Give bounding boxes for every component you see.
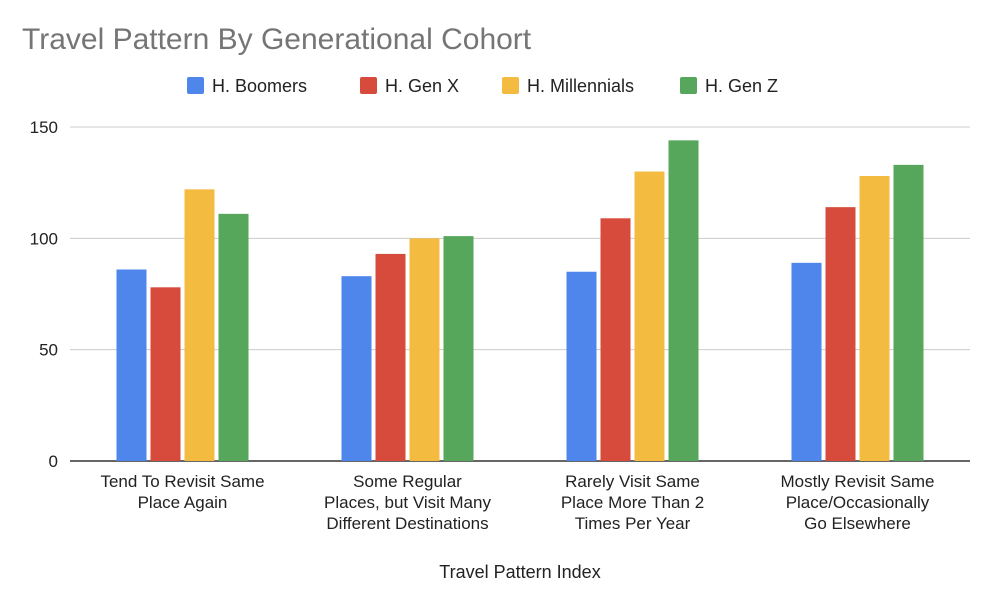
- bar-2-2: [375, 253, 406, 461]
- x-category-label: Mostly Revisit Same Place/Occasionally Go …: [781, 472, 935, 533]
- legend-swatch: [680, 77, 697, 94]
- bars: [116, 140, 924, 462]
- bar-3-2: [409, 238, 440, 461]
- bar-2-1: [150, 287, 181, 461]
- legend-swatch: [502, 77, 519, 94]
- legend-label: H. Gen Z: [705, 76, 778, 96]
- bar-4-4: [893, 164, 924, 461]
- bar-2-3: [600, 218, 631, 461]
- x-category-label-line: Tend To Revisit Same: [100, 472, 264, 491]
- x-category-label-line: Different Destinations: [326, 514, 488, 533]
- bar-2-4: [825, 207, 856, 461]
- x-category-label: Some Regular Places, but Visit Many Differ…: [324, 472, 491, 533]
- x-category-label-line: Place More Than 2: [561, 493, 704, 512]
- legend: H. Boomers H. Gen X H. Millennials H. Gen Z: [187, 76, 778, 96]
- x-category-label-line: Place/Occasionally: [786, 493, 930, 512]
- bar-3-4: [859, 175, 890, 461]
- bar-3-3: [634, 171, 665, 462]
- bar-3-1: [184, 189, 215, 461]
- x-category-label-line: Rarely Visit Same: [565, 472, 700, 491]
- bar-4-1: [218, 213, 249, 461]
- bar-1-3: [566, 271, 597, 461]
- x-category-label: Rarely Visit Same Place More Than 2 Times …: [561, 472, 704, 533]
- x-category-label-line: Mostly Revisit Same: [781, 472, 935, 491]
- bar-4-3: [668, 140, 699, 462]
- legend-label: H. Millennials: [527, 76, 634, 96]
- x-category-label-line: Place Again: [138, 493, 228, 512]
- x-axis-title: Travel Pattern Index: [439, 562, 600, 582]
- y-tick-label: 100: [30, 229, 58, 248]
- x-category-label-line: Go Elsewhere: [804, 514, 911, 533]
- x-category-label-line: Times Per Year: [575, 514, 691, 533]
- bar-1-1: [116, 269, 147, 461]
- bar-1-2: [341, 276, 372, 461]
- x-category-label-line: Places, but Visit Many: [324, 493, 491, 512]
- legend-label: H. Gen X: [385, 76, 459, 96]
- legend-swatch: [187, 77, 204, 94]
- chart-title: Travel Pattern By Generational Cohort: [22, 23, 532, 56]
- y-tick-label: 0: [49, 452, 58, 471]
- y-tick-label: 150: [30, 118, 58, 137]
- x-category-label: Tend To Revisit Same Place Again: [100, 472, 264, 512]
- bar-1-4: [791, 262, 822, 461]
- x-axis-labels: Tend To Revisit Same Place Again Some Regu…: [100, 472, 934, 533]
- x-category-label-line: Some Regular: [353, 472, 462, 491]
- legend-swatch: [360, 77, 377, 94]
- legend-label: H. Boomers: [212, 76, 307, 96]
- bar-4-2: [443, 236, 474, 461]
- y-tick-label: 50: [39, 341, 58, 360]
- y-axis-ticks: 0 50 100 150: [30, 118, 58, 471]
